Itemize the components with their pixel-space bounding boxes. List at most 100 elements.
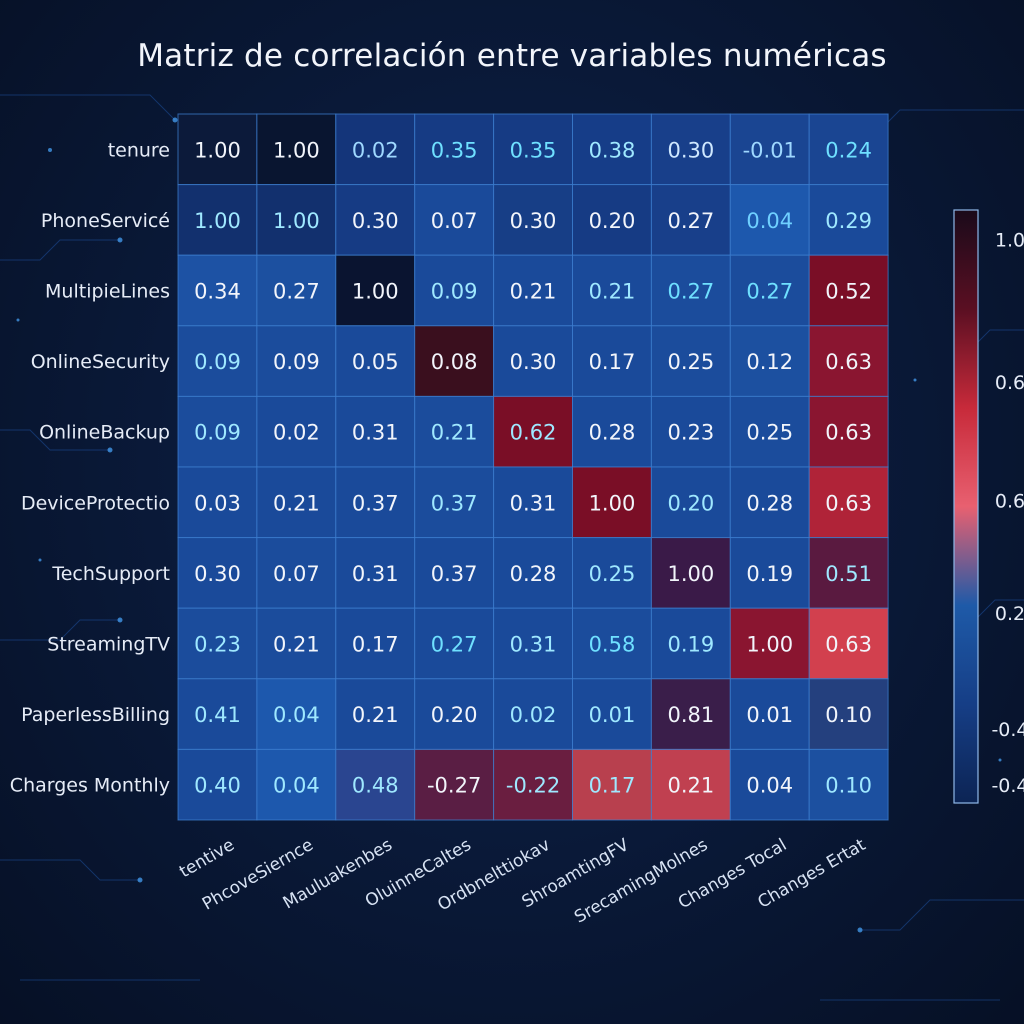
heatmap-cell xyxy=(414,466,495,539)
cell-value-label: 1.00 xyxy=(746,633,793,657)
heatmap-cell xyxy=(493,113,574,186)
heatmap-cell xyxy=(414,607,495,680)
heatmap-cell xyxy=(729,325,810,397)
cell-value-label: -0.01 xyxy=(743,138,797,162)
cell-value-label: 0.04 xyxy=(273,703,320,727)
heatmap-cell xyxy=(650,748,731,821)
cell-value-label: 0.38 xyxy=(589,138,636,162)
cell-value-label: 1.00 xyxy=(352,280,399,304)
cell-value-label: 0.27 xyxy=(431,633,478,657)
row-label: PaperlessBilling xyxy=(21,704,170,726)
heatmap-cell xyxy=(256,678,337,750)
cell-value-label: 0.31 xyxy=(352,562,399,586)
cell-value-label: 1.00 xyxy=(194,138,241,162)
cell-value-label: 0.10 xyxy=(825,774,872,798)
heatmap-cell xyxy=(650,537,731,609)
heatmap-cell xyxy=(414,184,495,256)
heatmap-cell xyxy=(177,607,258,680)
heatmap-cell xyxy=(256,325,337,397)
cell-value-label: 1.00 xyxy=(273,138,320,162)
cell-value-label: 0.03 xyxy=(194,491,241,515)
cell-value-label: 0.09 xyxy=(431,280,478,304)
heatmap-cell xyxy=(808,395,889,468)
cell-value-label: 0.27 xyxy=(273,280,320,304)
colorbar-tick-label: 0.6 xyxy=(995,491,1024,513)
heatmap-cell xyxy=(572,113,652,186)
cell-value-label: 0.51 xyxy=(825,562,872,586)
heatmap-cell xyxy=(335,184,416,256)
cell-value-label: 0.63 xyxy=(825,491,872,515)
heatmap-cell xyxy=(650,607,731,680)
heatmap-cell xyxy=(177,537,258,609)
cell-value-label: 0.63 xyxy=(825,350,872,374)
row-label: tenure xyxy=(108,139,170,161)
row-label: MultipieLines xyxy=(45,281,170,303)
heatmap-cell xyxy=(414,113,495,186)
heatmap-cell xyxy=(493,325,574,397)
heatmap-cell xyxy=(729,607,810,680)
cell-value-label: 0.25 xyxy=(746,421,793,445)
heatmap-cell xyxy=(729,537,810,609)
cell-value-label: 0.17 xyxy=(352,633,399,657)
cell-value-label: 0.37 xyxy=(431,562,478,586)
cell-value-label: 0.02 xyxy=(352,138,399,162)
heatmap-cell xyxy=(650,254,731,327)
heatmap-cell xyxy=(729,184,810,256)
cell-value-label: 0.04 xyxy=(746,774,793,798)
cell-value-label: 0.63 xyxy=(825,421,872,445)
cell-value-label: 0.31 xyxy=(352,421,399,445)
heatmap-cell xyxy=(572,254,652,327)
cell-value-label: 1.00 xyxy=(194,209,241,233)
cell-value-label: 0.37 xyxy=(431,491,478,515)
colorbar-tick-label: -0.4 xyxy=(991,775,1024,797)
colorbar-tick-label: 1.0 xyxy=(995,230,1024,252)
heatmap-cell xyxy=(650,395,731,468)
heatmap-cell xyxy=(414,395,495,468)
colorbar xyxy=(953,209,979,804)
heatmap-cell xyxy=(335,537,416,609)
cell-value-label: 0.35 xyxy=(431,138,478,162)
cell-value-label: 0.21 xyxy=(273,633,320,657)
cell-value-label: 0.37 xyxy=(352,491,399,515)
heatmap-cell xyxy=(808,607,889,680)
cell-value-label: 0.23 xyxy=(667,421,714,445)
cell-value-label: 0.30 xyxy=(352,209,399,233)
heatmap-cell xyxy=(650,325,731,397)
cell-value-label: 0.04 xyxy=(273,774,320,798)
heatmap-cell xyxy=(572,748,652,821)
cell-value-label: 0.20 xyxy=(431,703,478,727)
heatmap-cell xyxy=(650,184,731,256)
heatmap-cell xyxy=(335,254,416,327)
heatmap-cell xyxy=(335,748,416,821)
heatmap-cell xyxy=(572,466,652,539)
cell-value-label: 0.24 xyxy=(825,138,872,162)
heatmap-cell xyxy=(177,466,258,539)
heatmap-cell xyxy=(572,678,652,750)
cell-value-label: 0.31 xyxy=(510,491,557,515)
cell-value-label: 0.19 xyxy=(667,633,714,657)
cell-value-label: 0.25 xyxy=(589,562,636,586)
cell-value-label: 0.21 xyxy=(589,280,636,304)
cell-value-label: 0.28 xyxy=(510,562,557,586)
heatmap-cell xyxy=(572,395,652,468)
heatmap-cell xyxy=(729,113,810,186)
cell-value-label: 0.34 xyxy=(194,280,241,304)
heatmap-cell xyxy=(572,537,652,609)
cell-value-label: 0.35 xyxy=(510,138,557,162)
cell-value-label: 0.62 xyxy=(510,421,557,445)
cell-value-label: 0.08 xyxy=(431,350,478,374)
cell-value-label: 0.07 xyxy=(273,562,320,586)
cell-value-label: 1.00 xyxy=(273,209,320,233)
heatmap-cell xyxy=(808,466,889,539)
cell-value-label: 1.00 xyxy=(589,491,636,515)
cell-value-label: 0.30 xyxy=(194,562,241,586)
heatmap-cell xyxy=(808,254,889,327)
cell-value-label: 0.21 xyxy=(667,774,714,798)
heatmap-cell xyxy=(335,466,416,539)
heatmap-cell xyxy=(414,537,495,609)
heatmap-cell xyxy=(335,395,416,468)
cell-value-label: 0.20 xyxy=(589,209,636,233)
column-label: tentive xyxy=(176,835,238,882)
row-label: OnlineSecurity xyxy=(31,351,170,373)
cell-value-label: 0.29 xyxy=(825,209,872,233)
